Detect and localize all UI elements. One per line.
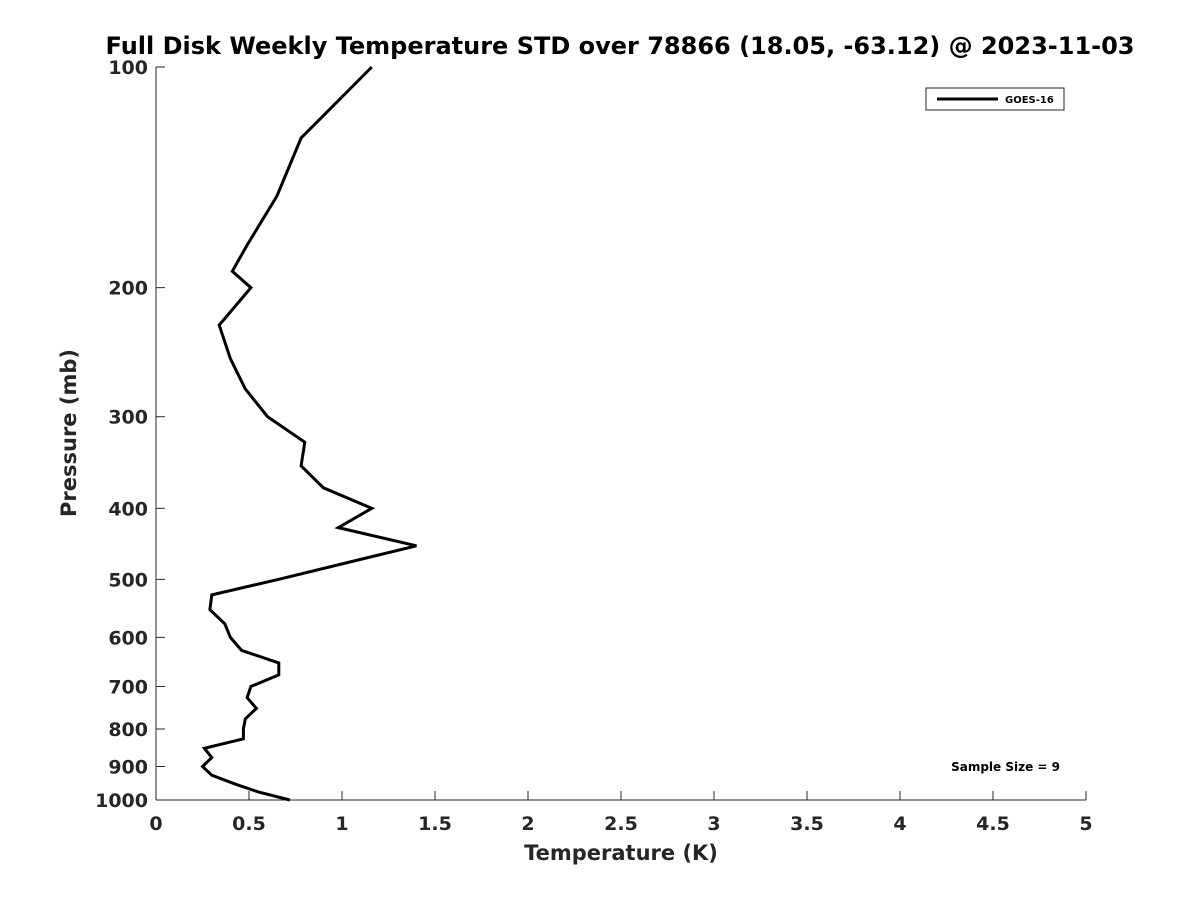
y-tick-label: 500 — [108, 569, 148, 591]
legend-label-goes-16: GOES-16 — [1005, 95, 1054, 106]
chart-title: Full Disk Weekly Temperature STD over 78… — [106, 32, 1135, 60]
legend: GOES-16 — [925, 87, 1065, 111]
x-axis-label: Temperature (K) — [524, 841, 718, 865]
x-tick-label: 2.5 — [604, 813, 638, 835]
y-tick-label: 700 — [108, 676, 148, 698]
plot-area — [155, 67, 1086, 801]
series-line-goes-16 — [200, 65, 417, 802]
y-tick-label: 200 — [108, 278, 148, 300]
x-tick-label: 2 — [521, 813, 534, 835]
y-tick-label: 900 — [108, 756, 148, 778]
y-axis-label: Pressure (mb) — [57, 349, 81, 517]
x-tick-label: 1 — [335, 813, 348, 835]
x-tick-label: 4 — [893, 813, 906, 835]
sample-size-annotation: Sample Size = 9 — [951, 760, 1060, 774]
y-tick-label: 400 — [108, 498, 148, 520]
x-tick-label: 4.5 — [976, 813, 1010, 835]
x-tick-label: 1.5 — [418, 813, 452, 835]
y-tick-label: 600 — [108, 627, 148, 649]
y-tick-label: 1000 — [95, 790, 148, 812]
y-axis-ticks: 100 200 300 400 500 600 700 800 900 1000 — [95, 57, 165, 812]
x-tick-label: 5 — [1079, 813, 1092, 835]
x-tick-label: 0.5 — [232, 813, 266, 835]
x-tick-label: 0 — [149, 813, 162, 835]
series-layer — [200, 65, 417, 802]
y-tick-label: 300 — [108, 407, 148, 429]
y-tick-label: 800 — [108, 719, 148, 741]
x-tick-label: 3.5 — [790, 813, 824, 835]
x-axis-ticks: 0 0.5 1 1.5 2 2.5 3 3.5 4 4.5 5 — [149, 791, 1093, 835]
x-tick-label: 3 — [707, 813, 720, 835]
y-tick-label: 100 — [108, 57, 148, 79]
